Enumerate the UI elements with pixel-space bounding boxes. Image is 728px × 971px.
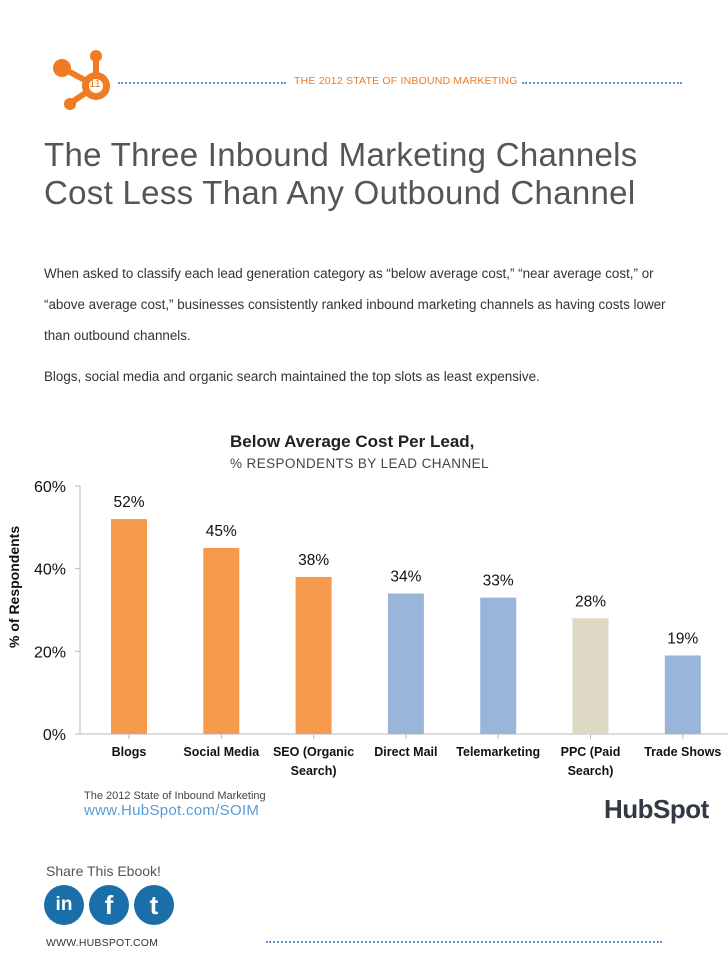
- y-tick-label: 40%: [34, 562, 66, 579]
- category-label: SEO (Organic Search): [273, 745, 354, 778]
- header-divider-left: [118, 82, 286, 84]
- category-label: PPC (Paid Search): [561, 745, 621, 778]
- bar: [203, 548, 240, 734]
- footer-divider: [266, 941, 662, 943]
- header-title: THE 2012 STATE OF INBOUND MARKETING: [294, 75, 518, 87]
- bar: [664, 655, 701, 734]
- value-label: 33%: [483, 573, 514, 590]
- category-label: Telemarketing: [456, 745, 540, 759]
- linkedin-icon[interactable]: in: [44, 885, 84, 925]
- y-tick-label: 60%: [34, 479, 66, 496]
- share-label: Share This Ebook!: [46, 863, 161, 879]
- hubspot-wordmark: HubSpot: [604, 794, 709, 824]
- chart-title: Below Average Cost Per Lead,: [230, 432, 475, 451]
- facebook-icon[interactable]: f: [89, 885, 129, 925]
- category-label: Direct Mail: [374, 745, 437, 759]
- value-label: 52%: [113, 494, 144, 511]
- bar: [387, 593, 424, 734]
- y-tick-label: 0%: [43, 727, 66, 744]
- summary-paragraph: Blogs, social media and organic search m…: [44, 369, 540, 384]
- value-label: 38%: [298, 552, 329, 569]
- bar: [572, 618, 609, 734]
- category-label: Trade Shows: [644, 745, 721, 759]
- bar: [111, 519, 147, 734]
- category-label: Social Media: [183, 745, 260, 759]
- category-label: Blogs: [112, 745, 147, 759]
- page-title: The Three Inbound Marketing Channels Cos…: [44, 136, 638, 211]
- bar-chart: 0% 20% 40% 60% 52% Blogs 45% Social Media 38% SEO…: [34, 479, 728, 778]
- page-number: 11: [89, 78, 101, 90]
- value-label: 28%: [575, 593, 606, 610]
- footer-url[interactable]: WWW.HUBSPOT.COM: [46, 937, 159, 949]
- chart-subtitle: % RESPONDENTS BY LEAD CHANNEL: [230, 456, 489, 471]
- header-divider-right: [522, 82, 682, 84]
- value-label: 19%: [667, 630, 698, 647]
- value-label: 45%: [206, 523, 237, 540]
- bar: [295, 576, 332, 734]
- y-tick-label: 20%: [34, 644, 66, 661]
- source-link[interactable]: www.HubSpot.com/SOIM: [84, 802, 260, 819]
- hubspot-sprocket-logo: [53, 50, 110, 110]
- source-text: The 2012 State of Inbound Marketing: [84, 790, 266, 802]
- intro-paragraph: When asked to classify each lead generat…: [44, 266, 666, 343]
- value-label: 34%: [390, 568, 421, 585]
- twitter-icon[interactable]: t: [134, 885, 174, 925]
- bar: [480, 597, 517, 734]
